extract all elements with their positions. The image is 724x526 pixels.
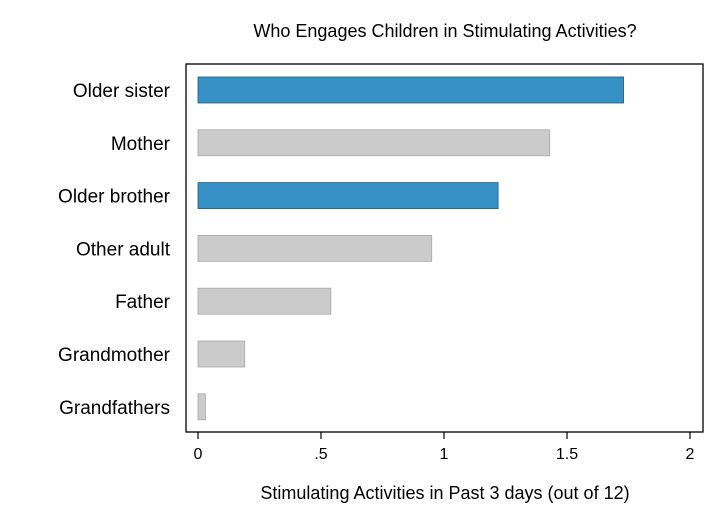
bar-group bbox=[197, 76, 624, 421]
bar-father bbox=[197, 287, 332, 315]
category-label: Other adult bbox=[76, 239, 171, 260]
x-axis-label: Stimulating Activities in Past 3 days (o… bbox=[260, 483, 629, 503]
bar-other-adult bbox=[197, 234, 433, 262]
category-label: Grandfathers bbox=[59, 398, 170, 419]
bar-older-sister bbox=[197, 76, 624, 104]
bar-older-brother bbox=[197, 182, 499, 210]
x-tick-label: 1.5 bbox=[556, 446, 578, 463]
x-axis-ticks: 0 .5 1 1.5 2 bbox=[194, 432, 695, 463]
bar-grandfathers bbox=[197, 393, 206, 421]
x-tick-label: 0 bbox=[194, 446, 203, 463]
chart-title: Who Engages Children in Stimulating Acti… bbox=[253, 21, 636, 41]
bar-mother bbox=[197, 129, 551, 157]
category-label: Father bbox=[115, 292, 171, 313]
category-label: Mother bbox=[111, 134, 171, 155]
x-tick-label: 1 bbox=[440, 446, 449, 463]
bar-grandmother bbox=[197, 340, 246, 368]
x-tick-label: .5 bbox=[314, 446, 327, 463]
category-label: Older sister bbox=[73, 81, 171, 102]
category-label: Older brother bbox=[58, 187, 171, 208]
category-labels: Older sister Mother Older brother Other adu… bbox=[58, 81, 171, 419]
x-tick-label: 2 bbox=[686, 446, 695, 463]
category-label: Grandmother bbox=[58, 345, 171, 366]
